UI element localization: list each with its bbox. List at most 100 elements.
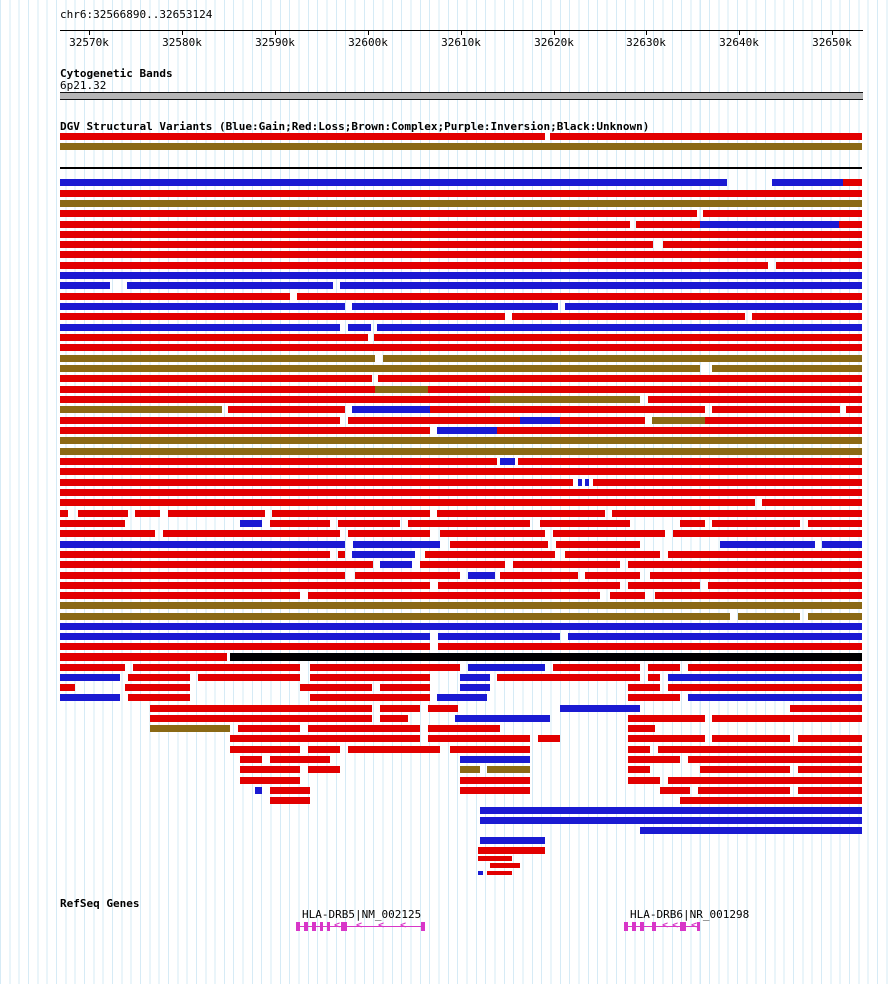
variant-loss[interactable] <box>585 572 640 579</box>
variant-loss[interactable] <box>380 684 430 691</box>
variant-loss[interactable] <box>478 847 545 854</box>
variant-loss[interactable] <box>128 674 190 681</box>
variant-loss[interactable] <box>240 777 300 784</box>
variant-gain[interactable] <box>500 458 515 465</box>
variant-loss[interactable] <box>60 510 68 517</box>
variant-loss[interactable] <box>240 756 262 763</box>
variant-gain[interactable] <box>460 756 530 763</box>
variant-loss[interactable] <box>150 705 372 712</box>
gene-model[interactable]: < < < < <box>296 921 425 932</box>
variant-loss[interactable] <box>60 386 375 393</box>
variant-loss[interactable] <box>60 530 155 537</box>
variant-loss[interactable] <box>60 375 372 382</box>
variant-gain[interactable] <box>352 303 558 310</box>
variant-loss[interactable] <box>808 520 862 527</box>
variant-gain[interactable] <box>520 417 560 424</box>
variant-loss[interactable] <box>374 334 862 341</box>
variant-loss[interactable] <box>60 231 862 238</box>
variant-gain[interactable] <box>352 551 415 558</box>
variant-loss[interactable] <box>553 664 640 671</box>
gene-model[interactable]: < < < <box>624 921 700 932</box>
variant-gain[interactable] <box>585 479 589 486</box>
variant-loss[interactable] <box>700 766 790 773</box>
variant-loss[interactable] <box>60 468 862 475</box>
variant-gain[interactable] <box>668 674 862 681</box>
variant-complex[interactable] <box>60 200 862 207</box>
variant-complex[interactable] <box>487 766 530 773</box>
variant-gain[interactable] <box>240 520 262 527</box>
variant-loss[interactable] <box>705 417 862 424</box>
variant-loss[interactable] <box>798 787 862 794</box>
gene-label[interactable]: HLA-DRB6|NR_001298 <box>630 908 750 921</box>
variant-loss[interactable] <box>658 746 862 753</box>
variant-loss[interactable] <box>168 510 265 517</box>
variant-complex[interactable] <box>60 613 730 620</box>
variant-loss[interactable] <box>655 592 862 599</box>
variant-loss[interactable] <box>460 787 530 794</box>
variant-loss[interactable] <box>60 572 345 579</box>
variant-loss[interactable] <box>628 735 705 742</box>
variant-gain[interactable] <box>437 427 497 434</box>
variant-loss[interactable] <box>556 541 640 548</box>
variant-loss[interactable] <box>230 735 420 742</box>
variant-loss[interactable] <box>497 427 862 434</box>
variant-loss[interactable] <box>270 787 310 794</box>
variant-loss[interactable] <box>60 396 490 403</box>
variant-gain[interactable] <box>60 541 345 548</box>
variant-gain[interactable] <box>688 694 862 701</box>
variant-loss[interactable] <box>460 777 530 784</box>
variant-loss[interactable] <box>650 572 862 579</box>
variant-loss[interactable] <box>60 653 227 661</box>
variant-loss[interactable] <box>440 530 545 537</box>
variant-loss[interactable] <box>60 251 862 258</box>
variant-loss[interactable] <box>297 293 862 300</box>
variant-complex[interactable] <box>808 613 862 620</box>
variant-gain[interactable] <box>60 633 430 640</box>
variant-gain[interactable] <box>640 827 862 834</box>
variant-loss[interactable] <box>310 664 460 671</box>
variant-complex[interactable] <box>383 355 862 362</box>
variant-complex[interactable] <box>490 396 640 403</box>
variant-gain[interactable] <box>255 787 262 794</box>
variant-complex[interactable] <box>652 417 705 424</box>
variant-loss[interactable] <box>270 756 330 763</box>
variant-loss[interactable] <box>60 133 545 140</box>
variant-gain[interactable] <box>460 684 490 691</box>
variant-gain[interactable] <box>568 633 862 640</box>
variant-loss[interactable] <box>703 210 862 217</box>
variant-gain[interactable] <box>60 179 727 186</box>
variant-complex[interactable] <box>60 437 862 444</box>
variant-loss[interactable] <box>428 705 458 712</box>
variant-complex[interactable] <box>60 355 375 362</box>
variant-loss[interactable] <box>308 766 340 773</box>
variant-loss[interactable] <box>550 133 862 140</box>
variant-loss[interactable] <box>668 684 862 691</box>
variant-loss[interactable] <box>60 520 125 527</box>
variant-loss[interactable] <box>60 190 862 197</box>
variant-loss[interactable] <box>610 592 645 599</box>
variant-unknown[interactable] <box>60 167 862 169</box>
variant-gain[interactable] <box>565 303 862 310</box>
variant-gain[interactable] <box>578 479 582 486</box>
variant-loss[interactable] <box>668 777 862 784</box>
variant-loss[interactable] <box>648 674 660 681</box>
variant-loss[interactable] <box>628 725 655 732</box>
variant-loss[interactable] <box>163 530 340 537</box>
variant-unknown[interactable] <box>230 653 862 661</box>
variant-loss[interactable] <box>513 561 620 568</box>
variant-loss[interactable] <box>60 458 497 465</box>
variant-loss[interactable] <box>348 417 520 424</box>
variant-loss[interactable] <box>612 510 862 517</box>
variant-loss[interactable] <box>843 179 862 186</box>
variant-loss[interactable] <box>450 746 530 753</box>
variant-loss[interactable] <box>240 766 300 773</box>
variant-loss[interactable] <box>60 499 755 506</box>
variant-loss[interactable] <box>428 725 500 732</box>
variant-loss[interactable] <box>135 510 160 517</box>
variant-loss[interactable] <box>380 705 420 712</box>
variant-loss[interactable] <box>308 725 420 732</box>
variant-loss[interactable] <box>450 541 548 548</box>
variant-loss[interactable] <box>628 715 705 722</box>
variant-loss[interactable] <box>228 406 345 413</box>
variant-loss[interactable] <box>308 592 600 599</box>
